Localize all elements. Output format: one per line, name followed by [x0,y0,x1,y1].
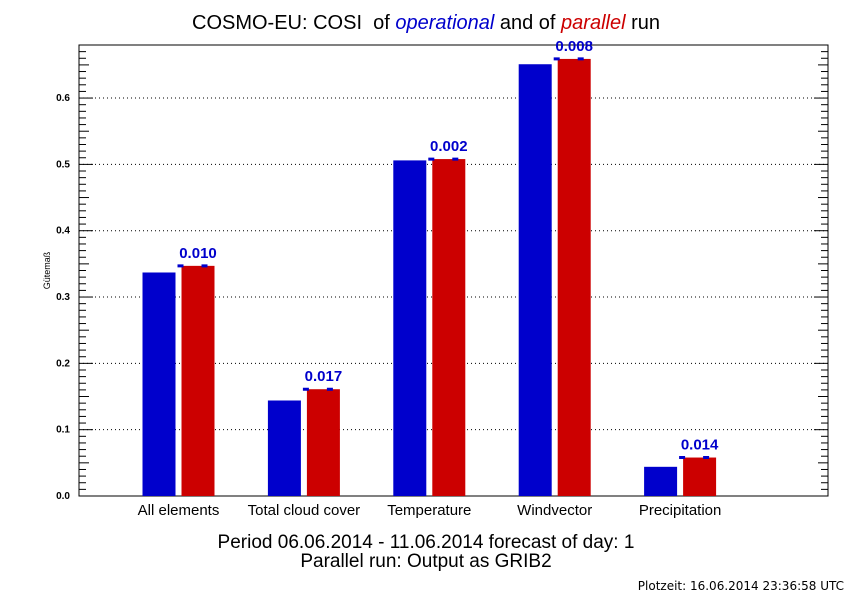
y-tick-label: 0.5 [56,159,70,170]
y-tick-label: 0.4 [56,226,70,237]
bar-parallel [306,389,340,496]
title-suffix: run [625,12,660,34]
parallel-run-subtitle: Parallel run: Output as GRIB2 [300,551,552,572]
category-label: Windvector [517,502,592,519]
category-label: Precipitation [639,502,722,519]
difference-label: 0.010 [179,245,217,262]
y-axis-label: Gütemaß [42,251,52,289]
difference-label: 0.017 [305,368,343,385]
plot-timestamp: Plotzeit: 16.06.2014 23:36:58 UTC [637,579,844,593]
y-tick-label: 0.0 [56,491,70,502]
title-parallel-word: parallel [561,12,626,34]
bar-parallel [557,58,591,496]
category-label: Total cloud cover [248,502,361,519]
chart-title: COSMO-EU: COSI of operational and of par… [0,9,852,37]
title-middle: and of [494,12,562,34]
bar-parallel [181,265,215,496]
period-subtitle: Period 06.06.2014 - 11.06.2014 forecast … [217,532,635,553]
title-prefix: COSMO-EU: COSI of [192,12,396,34]
category-label: All elements [138,502,220,519]
y-tick-label: 0.2 [56,358,70,369]
title-operational-word: operational [395,12,495,34]
difference-label: 0.008 [555,38,593,55]
bar-operational [393,160,427,496]
difference-label: 0.014 [681,437,719,454]
y-tick-label: 0.1 [56,425,70,436]
y-tick-label: 0.6 [56,93,70,104]
bar-operational [267,400,301,496]
difference-label: 0.002 [430,138,468,155]
bar-parallel [432,159,466,496]
y-tick-label: 0.3 [56,292,70,303]
bar-operational [142,272,176,496]
category-label: Temperature [387,502,471,519]
bar-operational [644,466,678,496]
bar-parallel [683,457,717,496]
bar-operational [518,64,552,496]
